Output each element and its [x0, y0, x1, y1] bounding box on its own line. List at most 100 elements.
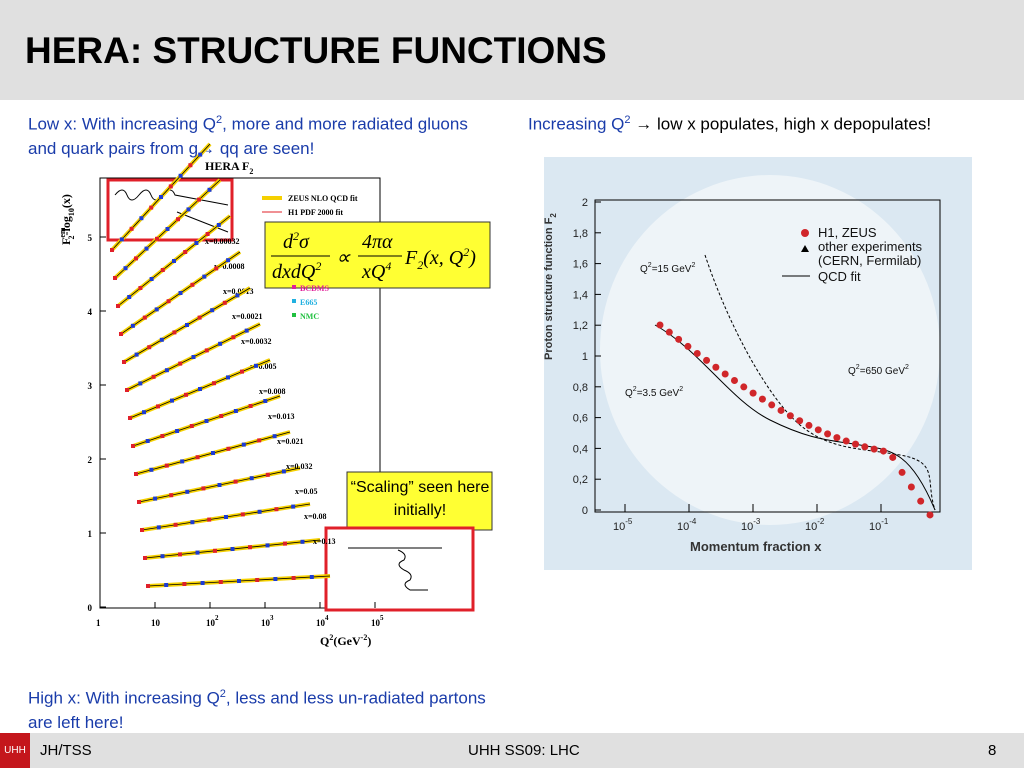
y-tick-label: 1,8 — [573, 228, 588, 240]
y-tick-label: 2 — [582, 197, 588, 209]
point — [693, 349, 701, 357]
base: 10 — [613, 521, 625, 533]
point — [852, 440, 860, 448]
point — [128, 416, 132, 420]
y-tick-label: 0,2 — [573, 474, 588, 486]
legend-swatch — [801, 229, 809, 237]
scaling-fo: “Scaling” seen here initially! — [351, 479, 490, 519]
point — [248, 404, 253, 408]
point — [216, 223, 221, 227]
point — [237, 579, 241, 583]
point — [233, 479, 238, 484]
exp: -4 — [689, 517, 697, 526]
x-tick-label: 10-3 — [741, 517, 761, 533]
point — [185, 489, 190, 494]
bin-label: x=0.0032 — [241, 337, 272, 346]
q: Q — [625, 388, 633, 399]
text: , more and more radiated gluons and quar… — [28, 114, 468, 158]
f-num2: 4πα — [362, 231, 393, 253]
point — [146, 584, 150, 588]
point — [189, 424, 194, 428]
x-tick-label: 103 — [261, 614, 274, 628]
point — [205, 232, 210, 236]
left-ylabel: Fem2-log10(x) — [58, 194, 76, 245]
point — [226, 375, 230, 380]
point — [768, 401, 776, 409]
qcd-curve — [654, 324, 936, 511]
point — [186, 207, 191, 212]
y-tick-label: 0 — [88, 603, 93, 613]
point — [907, 483, 915, 491]
base: 10 — [261, 618, 271, 628]
exp: -3 — [753, 517, 761, 526]
point — [142, 315, 147, 320]
point — [749, 389, 757, 397]
f-den: dxdQ2 — [272, 259, 321, 283]
x-tick-label: 1 — [96, 618, 101, 628]
point — [182, 582, 187, 586]
point — [265, 472, 270, 477]
point — [226, 446, 231, 451]
point — [183, 250, 188, 254]
point — [159, 195, 163, 199]
bin-label: x=0.013 — [268, 412, 295, 421]
base: 10 — [741, 521, 753, 533]
x-tick-label: 10 — [151, 618, 161, 628]
point — [160, 554, 165, 559]
point — [147, 345, 152, 350]
point — [230, 547, 235, 551]
point — [116, 304, 120, 308]
point — [172, 330, 177, 335]
point — [123, 266, 128, 271]
point — [145, 439, 150, 443]
point — [194, 241, 199, 245]
left-frame — [99, 177, 381, 609]
point — [149, 467, 154, 472]
point — [283, 541, 287, 546]
point — [195, 455, 200, 460]
t: =3.5 GeV — [637, 388, 680, 399]
point — [144, 246, 149, 251]
e: 2 — [633, 386, 637, 393]
legend-label: (CERN, Fermilab) — [818, 253, 921, 268]
point — [241, 442, 246, 447]
exp: 4 — [325, 614, 329, 622]
q: Q — [848, 366, 856, 377]
legend-label: ZEUS NLO QCD fit — [288, 194, 358, 203]
formula: d2σ dxdQ2 ∝ 4πα xQ4 F2(x, Q2) — [271, 229, 476, 283]
point — [190, 520, 195, 525]
point — [170, 398, 174, 403]
legend-swatch — [292, 313, 296, 317]
legend-label: E665 — [300, 298, 317, 307]
point — [185, 323, 189, 327]
e: 2 — [648, 262, 652, 269]
point — [138, 286, 143, 290]
point — [730, 377, 738, 385]
x-tick-label: 10-5 — [613, 517, 633, 533]
y-tick-label: 2 — [88, 455, 93, 465]
point — [824, 430, 832, 438]
point — [184, 392, 188, 397]
point — [257, 438, 262, 443]
point — [168, 184, 173, 189]
right-ylabel: Proton structure function F2 — [543, 213, 558, 360]
point — [164, 583, 169, 587]
e: 2 — [679, 386, 683, 393]
point — [870, 445, 878, 453]
f-den2: xQ4 — [361, 259, 391, 283]
point — [149, 277, 154, 281]
point — [190, 282, 195, 287]
e: 2 — [905, 364, 909, 371]
base: 10 — [151, 618, 161, 628]
point — [164, 368, 169, 373]
legend-swatch — [801, 245, 809, 252]
point — [257, 509, 262, 514]
point — [178, 552, 182, 557]
point — [197, 197, 201, 202]
globe — [600, 175, 940, 525]
point — [110, 248, 114, 252]
point — [154, 307, 159, 312]
point — [814, 426, 822, 434]
point — [224, 515, 228, 519]
